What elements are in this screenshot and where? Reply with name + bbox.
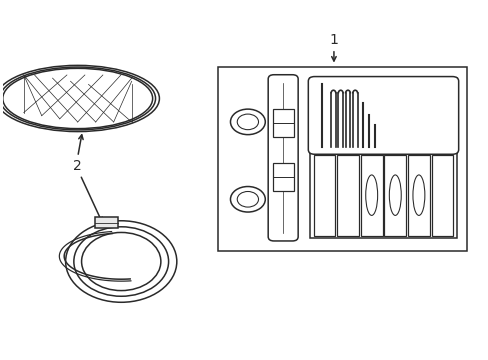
Bar xyxy=(309,152,456,238)
Circle shape xyxy=(237,114,258,130)
Ellipse shape xyxy=(412,175,424,215)
Bar xyxy=(360,155,382,236)
Ellipse shape xyxy=(3,68,152,129)
Ellipse shape xyxy=(388,175,401,215)
Circle shape xyxy=(237,192,258,207)
Bar xyxy=(309,78,456,153)
Circle shape xyxy=(230,109,265,135)
Bar xyxy=(431,155,452,236)
Circle shape xyxy=(81,233,161,291)
Bar xyxy=(337,155,358,236)
Bar xyxy=(218,67,466,251)
Circle shape xyxy=(74,227,168,296)
Bar xyxy=(407,155,429,236)
Text: 2: 2 xyxy=(73,159,82,173)
Ellipse shape xyxy=(0,66,159,132)
Bar xyxy=(272,109,293,138)
Circle shape xyxy=(230,186,265,212)
FancyBboxPatch shape xyxy=(308,77,458,154)
FancyBboxPatch shape xyxy=(267,75,298,241)
Ellipse shape xyxy=(0,67,155,130)
Bar xyxy=(313,155,335,236)
Bar xyxy=(95,217,118,228)
Circle shape xyxy=(65,221,177,302)
Ellipse shape xyxy=(365,175,377,215)
Text: 1: 1 xyxy=(329,33,338,47)
Bar xyxy=(272,163,293,191)
Bar xyxy=(384,155,406,236)
